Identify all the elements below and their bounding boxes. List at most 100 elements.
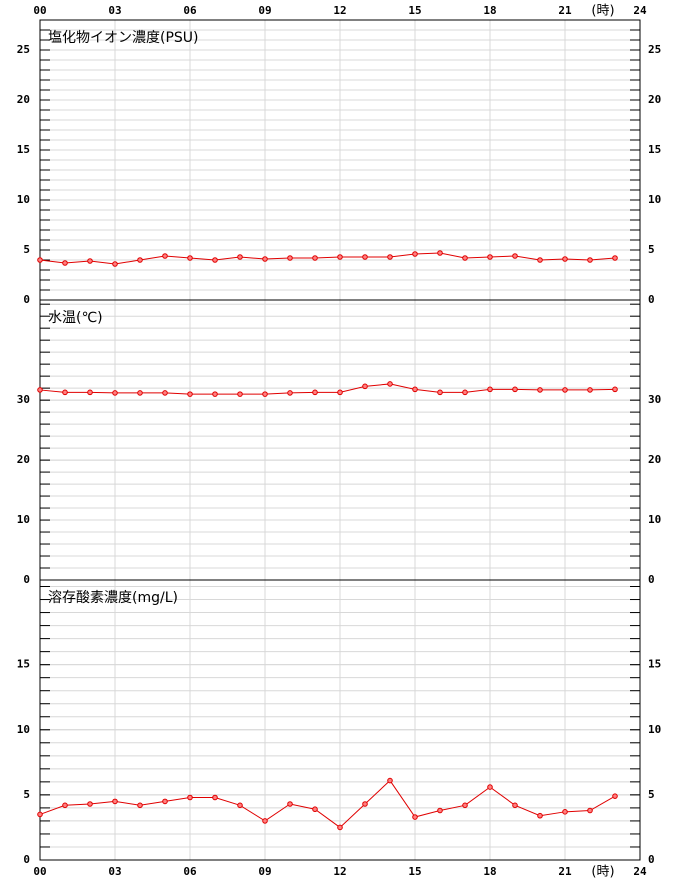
- data-point: [312, 255, 318, 261]
- x-tick-label: 21: [558, 4, 572, 17]
- data-point: [612, 793, 618, 799]
- data-point: [287, 255, 293, 261]
- y-tick-label-right: 10: [648, 193, 661, 206]
- y-tick-label: 20: [17, 93, 30, 106]
- x-tick-label: 06: [183, 4, 197, 17]
- data-point: [387, 381, 393, 387]
- data-point: [437, 389, 443, 396]
- data-point: [187, 255, 193, 261]
- data-point: [162, 798, 168, 805]
- x-tick-label: 24: [633, 865, 647, 878]
- data-point: [187, 391, 193, 397]
- data-point: [187, 794, 193, 801]
- x-tick-label: 03: [108, 865, 121, 878]
- y-tick-label-right: 25: [648, 43, 661, 56]
- data-point: [212, 257, 218, 263]
- data-point: [562, 256, 568, 262]
- data-point: [387, 777, 393, 784]
- data-point: [37, 257, 43, 263]
- data-point: [262, 818, 268, 824]
- data-point: [487, 254, 493, 260]
- data-line: [39, 779, 616, 829]
- data-point: [537, 812, 543, 819]
- y-tick-label: 5: [23, 788, 30, 801]
- data-point: [412, 251, 418, 257]
- data-point: [137, 802, 143, 809]
- data-point: [537, 257, 543, 263]
- y-tick-label: 0: [23, 573, 30, 586]
- data-line: [39, 383, 616, 395]
- x-tick-label: 12: [333, 865, 346, 878]
- y-tick-label: 0: [23, 293, 30, 306]
- panel-title: 塩化物イオン濃度(PSU): [48, 30, 199, 46]
- x-tick-label: 12: [333, 4, 346, 17]
- data-point: [387, 254, 393, 260]
- data-point: [562, 809, 568, 815]
- y-tick-label: 10: [17, 723, 30, 736]
- data-point: [237, 802, 243, 809]
- panel-title: 溶存酸素濃度(mg/L): [48, 590, 178, 606]
- y-tick-label: 15: [17, 143, 30, 156]
- data-point: [587, 387, 593, 393]
- y-tick-label-right: 10: [648, 723, 661, 736]
- data-point: [287, 801, 293, 807]
- panel-frame: [39, 579, 641, 861]
- y-tick-label-right: 20: [648, 453, 661, 466]
- data-point: [287, 390, 293, 396]
- x-tick-label: 09: [258, 865, 271, 878]
- y-tick-label-right: 10: [648, 513, 661, 526]
- data-point: [112, 798, 118, 805]
- y-tick-label: 10: [17, 193, 30, 206]
- x-tick-label: 18: [483, 865, 496, 878]
- data-point: [562, 387, 568, 393]
- data-point: [587, 807, 593, 814]
- y-tick-label: 10: [17, 513, 30, 526]
- data-point: [612, 386, 618, 393]
- y-tick-label-right: 15: [648, 143, 661, 156]
- data-point: [462, 389, 468, 396]
- y-tick-label-right: 20: [648, 93, 661, 106]
- data-point: [512, 386, 518, 393]
- y-tick-label: 30: [17, 393, 30, 406]
- data-point: [37, 811, 43, 818]
- data-point: [162, 390, 168, 396]
- y-tick-label-right: 30: [648, 393, 661, 406]
- y-tick-label-right: 0: [648, 293, 655, 306]
- data-point: [62, 389, 68, 396]
- x-axis-label: (時): [591, 4, 614, 19]
- data-point: [137, 390, 143, 396]
- data-point: [37, 387, 43, 393]
- x-tick-label: 09: [258, 4, 271, 17]
- data-point: [462, 255, 468, 261]
- x-tick-label: 00: [33, 865, 46, 878]
- y-tick-label: 0: [23, 853, 30, 866]
- y-tick-label-right: 15: [648, 658, 661, 671]
- x-axis-label: (時): [591, 865, 614, 880]
- data-point: [437, 807, 443, 814]
- x-tick-label: 15: [408, 4, 421, 17]
- data-point: [87, 389, 93, 396]
- data-point: [612, 255, 618, 261]
- x-tick-label: 06: [183, 865, 197, 878]
- data-point: [237, 391, 243, 397]
- y-tick-label: 25: [17, 43, 30, 56]
- x-tick-label: 00: [33, 4, 46, 17]
- x-tick-label: 03: [108, 4, 121, 17]
- data-point: [312, 806, 318, 813]
- data-point: [337, 254, 343, 260]
- data-point: [87, 258, 93, 264]
- y-tick-label-right: 0: [648, 853, 655, 866]
- data-point: [262, 391, 268, 397]
- data-point: [337, 389, 343, 396]
- x-tick-label: 15: [408, 865, 421, 878]
- panel-title: 水温(℃): [48, 310, 103, 326]
- x-tick-label: 18: [483, 4, 496, 17]
- y-tick-label: 5: [23, 243, 30, 256]
- data-point: [212, 391, 218, 397]
- data-point: [487, 386, 493, 393]
- y-tick-label-right: 5: [648, 243, 655, 256]
- data-point: [362, 801, 368, 807]
- y-tick-label: 15: [17, 658, 30, 671]
- data-point: [212, 794, 218, 801]
